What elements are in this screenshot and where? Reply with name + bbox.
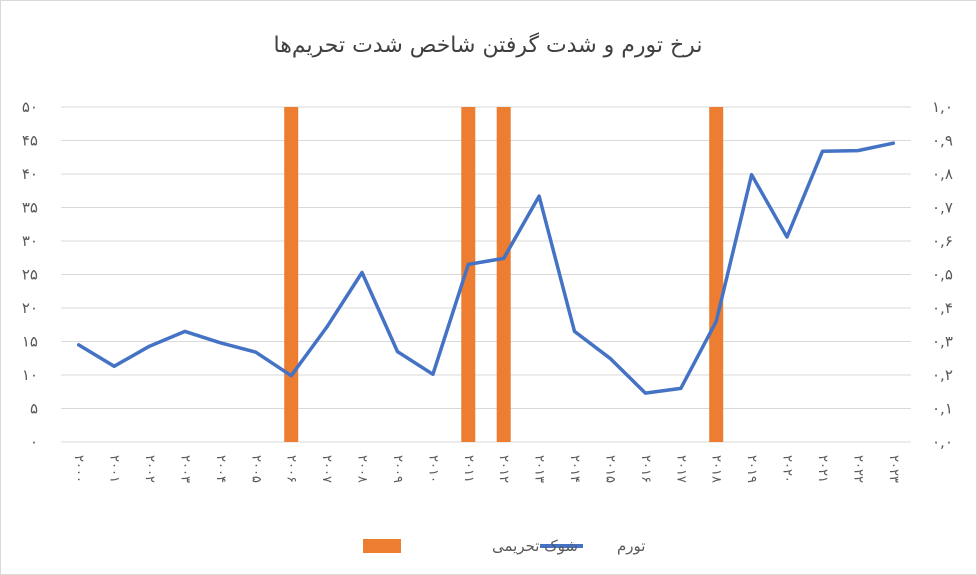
sanction-bar (709, 107, 724, 442)
inflation-line-group (76, 141, 896, 395)
x-tick-label: ۲۰۰۶ (284, 455, 299, 483)
x-tick-label: ۲۰۰۰ (71, 455, 86, 483)
right-tick-label: ۱,۰ (932, 98, 953, 116)
right-tick-label: ۰,۰ (932, 433, 953, 451)
left-tick-label: ۵۰ (22, 98, 38, 116)
left-tick-label: ۴۵ (22, 132, 38, 150)
x-tick-label: ۲۰۱۲ (496, 455, 511, 483)
x-tick-label: ۲۰۰۷ (319, 455, 334, 483)
right-axis-ticks: ۰,۰ ۰,۱ ۰,۲ ۰,۳ ۰,۴ ۰,۵ ۰,۶ ۰,۷ ۰,۸ ۰,۹ ۱,۰ (932, 98, 953, 451)
inflation-line (76, 141, 896, 395)
x-tick-label: ۲۰۲۱ (815, 455, 830, 483)
legend: تورم شوک تحریمی (363, 537, 645, 555)
x-tick-label: ۲۰۱۱ (461, 455, 476, 483)
right-tick-label: ۰,۴ (932, 299, 953, 317)
x-tick-label: ۲۰۱۷ (673, 455, 688, 483)
left-tick-label: ۲۰ (22, 299, 38, 317)
x-tick-label: ۲۰۱۸ (709, 455, 724, 483)
left-tick-label: ۵ (30, 400, 38, 418)
x-tick-label: ۲۰۱۰ (425, 455, 440, 483)
sanction-shock-bars (284, 107, 724, 442)
right-tick-label: ۰,۹ (932, 132, 953, 150)
x-tick-label: ۲۰۱۹ (744, 455, 759, 483)
x-tick-label: ۲۰۲۳ (886, 455, 901, 483)
x-tick-label: ۲۰۰۱ (107, 455, 122, 483)
right-tick-label: ۰,۲ (932, 366, 953, 384)
sanction-bar (284, 107, 299, 442)
x-tick-label: ۲۰۰۲ (142, 455, 157, 483)
right-tick-label: ۰,۶ (932, 232, 953, 250)
right-tick-label: ۰,۷ (932, 199, 953, 217)
x-tick-label: ۲۰۰۳ (177, 455, 192, 483)
right-tick-label: ۰,۱ (932, 400, 953, 418)
right-tick-label: ۰,۵ (932, 266, 953, 284)
x-tick-label: ۲۰۱۶ (638, 455, 653, 483)
legend-swatch-sanction (363, 539, 401, 553)
sanction-bar (496, 107, 511, 442)
left-tick-label: ۱۰ (22, 366, 38, 384)
x-tick-label: ۲۰۰۹ (390, 455, 405, 483)
sanction-bar (461, 107, 476, 442)
legend-label-inflation: تورم (617, 537, 645, 555)
x-tick-label: ۲۰۲۰ (780, 455, 795, 483)
x-tick-label: ۲۰۱۴ (567, 455, 582, 483)
left-tick-label: ۱۵ (22, 333, 38, 351)
left-axis-ticks: ۰ ۵ ۱۰ ۱۵ ۲۰ ۲۵ ۳۰ ۳۵ ۴۰ ۴۵ ۵۰ (22, 98, 38, 451)
left-tick-label: ۳۰ (22, 232, 38, 250)
x-tick-label: ۲۰۱۵ (602, 455, 617, 483)
x-tick-label: ۲۰۱۳ (532, 455, 547, 483)
x-tick-label: ۲۰۰۵ (248, 455, 263, 483)
right-tick-label: ۰,۸ (932, 165, 953, 183)
left-tick-label: ۴۰ (22, 165, 38, 183)
x-axis-ticks: ۲۰۰۰ ۲۰۰۱ ۲۰۰۲ ۲۰۰۳ ۲۰۰۴ ۲۰۰۵ ۲۰۰۶ ۲۰۰۷ ۲۰۰۸ ۲۰۰۹… (71, 455, 901, 483)
legend-label-sanction: شوک تحریمی (492, 537, 578, 555)
right-tick-label: ۰,۳ (932, 333, 953, 351)
x-tick-label: ۲۰۰۸ (355, 455, 370, 483)
grid-lines (61, 106, 911, 443)
left-tick-label: ۳۵ (22, 199, 38, 217)
x-tick-label: ۲۰۲۲ (850, 455, 865, 483)
left-tick-label: ۰ (30, 433, 38, 451)
x-tick-label: ۲۰۰۴ (213, 455, 228, 483)
left-tick-label: ۲۵ (22, 266, 38, 284)
chart-title: نرخ تورم و شدت گرفتن شاخص شدت تحریم‌ها (274, 32, 703, 58)
